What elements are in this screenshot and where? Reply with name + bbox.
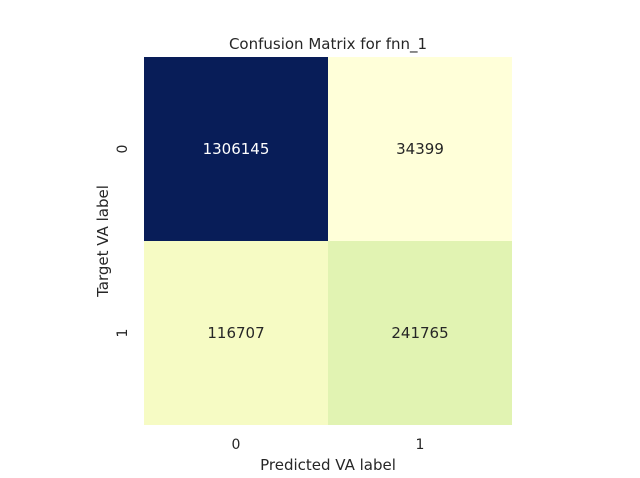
- heatmap-cell-1-0: [144, 241, 328, 425]
- y-tick-label-1: 1: [115, 329, 131, 338]
- heatmap-cell-0-1: [328, 57, 512, 241]
- y-axis-label: Target VA label: [94, 185, 112, 298]
- y-tick-label-0: 0: [115, 145, 131, 154]
- x-tick-label-1: 1: [416, 437, 425, 453]
- heatmap-cell-0-0: [144, 57, 328, 241]
- chart-title: Confusion Matrix for fnn_1: [229, 35, 427, 54]
- heatmap-cell-1-1: [328, 241, 512, 425]
- cell-value-label-0-1: 34399: [396, 140, 444, 158]
- cell-value-label-1-0: 116707: [207, 324, 264, 342]
- x-tick-label-0: 0: [232, 437, 241, 453]
- x-axis-label: Predicted VA label: [260, 456, 396, 474]
- cell-value-label-0-0: 1306145: [203, 140, 270, 158]
- y-axis-ticks: 01: [115, 145, 131, 338]
- heatmap-cells: 1306145 34399 116707 241765: [144, 57, 512, 425]
- cell-value-label-1-1: 241765: [391, 324, 448, 342]
